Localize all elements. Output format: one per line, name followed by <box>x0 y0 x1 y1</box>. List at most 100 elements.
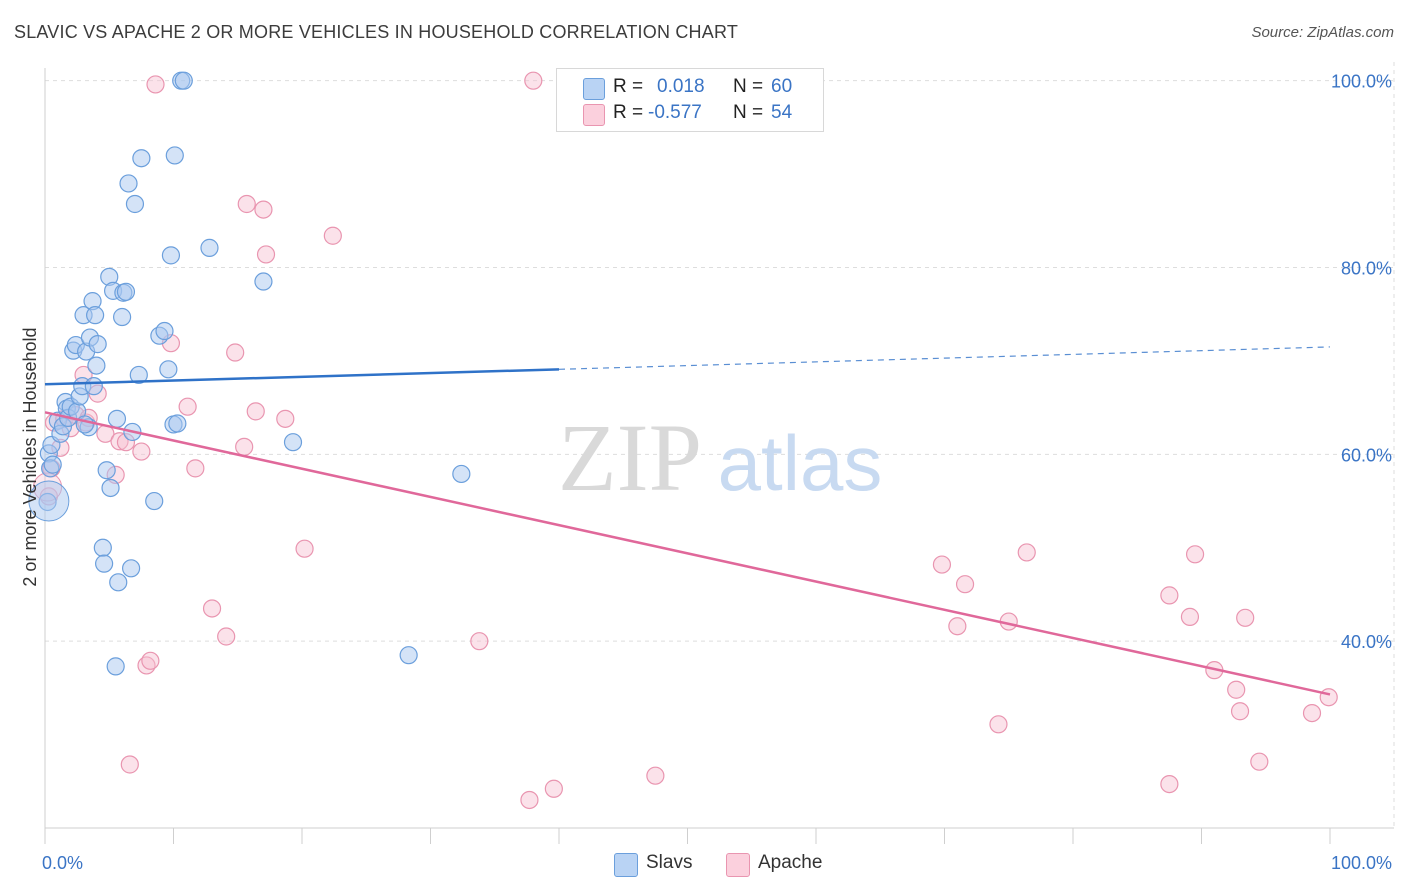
slavs-point <box>119 174 138 193</box>
slavs-point <box>121 559 141 578</box>
slavs-point <box>93 538 112 557</box>
slavs-point <box>43 455 62 474</box>
legend-n-value: 54 <box>771 102 793 123</box>
apache-swatch <box>726 853 750 877</box>
legend-r-value: 0.018 <box>657 76 705 97</box>
apache-point <box>524 71 543 90</box>
slavs-point <box>174 71 193 90</box>
source-label: Source: ZipAtlas.com <box>1251 24 1394 41</box>
apache-point <box>186 459 205 478</box>
apache-point <box>1180 607 1200 626</box>
apache-point <box>217 627 236 646</box>
x-tick-label: 100.0% <box>1331 853 1392 873</box>
apache-point <box>1160 586 1179 605</box>
slavs-point <box>283 433 303 452</box>
axis-labels: 40.0% 60.0% 80.0% 100.0% 0.0% 100.0% 2 or more… <box>20 72 1392 873</box>
slavs-point <box>254 272 273 291</box>
legend-r-label: R = <box>613 102 644 123</box>
apache-point <box>1302 703 1322 723</box>
slavs-point <box>116 282 136 301</box>
y-tick-label: 60.0% <box>1341 445 1392 465</box>
apache-point <box>932 555 952 574</box>
apache-point <box>254 200 273 219</box>
watermark-atlas: atlas <box>718 419 883 507</box>
apache-point <box>1319 688 1338 707</box>
slavs-point <box>88 335 107 354</box>
slavs-trend-extension <box>558 346 1331 370</box>
apache-point <box>1250 752 1269 771</box>
slavs-point <box>145 491 164 511</box>
apache-point <box>276 409 295 428</box>
slavs-point <box>112 307 132 327</box>
apache-point <box>146 75 165 94</box>
correlation-legend: R = 0.018 N = 60 R = -0.577 N = 54 <box>556 68 824 132</box>
x-tick-label: 0.0% <box>42 853 83 873</box>
apache-point <box>1227 680 1246 699</box>
slavs-point <box>161 246 181 265</box>
apache-point <box>235 437 254 456</box>
apache-point <box>246 402 265 421</box>
slavs-point <box>159 360 178 379</box>
slavs-point <box>107 409 127 428</box>
slavs-point <box>97 461 116 480</box>
apache-point <box>256 245 276 264</box>
apache-point <box>989 715 1008 734</box>
slavs-point <box>129 365 148 385</box>
slavs-point <box>168 414 187 433</box>
apache-point <box>295 539 314 558</box>
chart-title: SLAVIC VS APACHE 2 OR MORE VEHICLES IN H… <box>14 22 739 42</box>
bottom-legend-apache-label: Apache <box>758 852 823 873</box>
y-tick-label: 100.0% <box>1331 72 1392 92</box>
slavs-point-large <box>28 480 70 522</box>
y-tick-label: 40.0% <box>1341 632 1392 652</box>
slavs-point <box>84 377 103 396</box>
apache-point <box>1230 702 1250 721</box>
apache-point <box>1236 608 1255 627</box>
trend-lines <box>44 346 1331 696</box>
apache-point <box>141 651 160 670</box>
slavs-swatch <box>614 853 638 877</box>
slavs-point <box>399 646 418 665</box>
slavs-point <box>125 194 145 214</box>
apache-point <box>202 599 222 618</box>
apache-point <box>120 755 139 774</box>
slavs-point <box>109 573 128 592</box>
apache-point <box>1160 774 1179 794</box>
y-axis-title: 2 or more Vehicles in Household <box>20 327 40 586</box>
apache-point <box>948 617 967 636</box>
apache-point <box>110 432 129 451</box>
apache-point <box>323 226 342 245</box>
bottom-legend-slavs-label: Slavs <box>646 852 693 873</box>
apache-point <box>955 575 975 594</box>
slavs-trend-line <box>44 368 560 386</box>
slavs-point <box>452 464 471 484</box>
legend-r-value: -0.577 <box>648 102 702 123</box>
slavs-point <box>165 146 184 165</box>
apache-point <box>132 442 151 461</box>
slavs-point <box>101 478 120 498</box>
apache-point <box>520 790 539 810</box>
legend-n-value: 60 <box>771 76 793 97</box>
legend-n-label: N = <box>733 102 764 123</box>
legend-r-label: R = <box>613 76 644 97</box>
slavs-swatch <box>583 78 605 100</box>
slavs-point <box>87 356 106 375</box>
apache-point <box>226 343 245 362</box>
apache-trend-line <box>44 411 1331 696</box>
apache-point <box>1185 545 1205 564</box>
apache-point <box>544 779 563 798</box>
apache-point <box>237 194 256 214</box>
slavs-point <box>132 149 151 168</box>
apache-point <box>646 766 665 785</box>
apache-swatch <box>583 104 605 126</box>
y-tick-label: 80.0% <box>1341 259 1392 279</box>
watermark-zip: ZIP <box>558 404 702 511</box>
apache-point <box>178 397 197 416</box>
slavs-point <box>106 657 125 676</box>
slavs-point <box>155 321 174 341</box>
slavs-point <box>86 306 105 325</box>
slavs-point <box>200 238 219 257</box>
zipatlas-watermark: ZIP atlas <box>558 404 882 511</box>
apache-point <box>1017 543 1036 562</box>
